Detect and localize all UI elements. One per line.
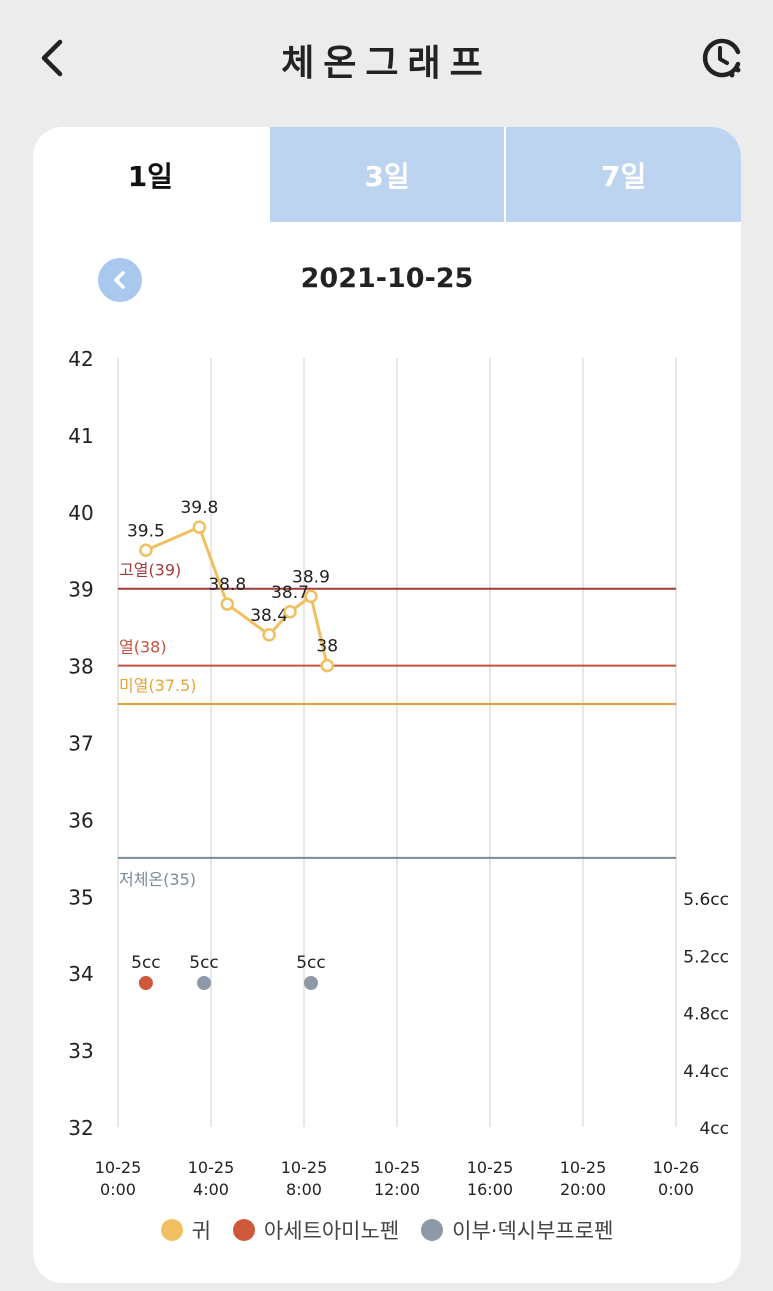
y-tick-label: 33 bbox=[68, 1039, 93, 1063]
x-tick-label: 10-25 bbox=[467, 1158, 514, 1177]
current-date: 2021-10-25 bbox=[300, 263, 474, 294]
x-tick-label: 10-25 bbox=[560, 1158, 607, 1177]
x-tick-label: 4:00 bbox=[193, 1180, 229, 1199]
y-tick-label: 42 bbox=[68, 347, 93, 371]
y-tick-label: 40 bbox=[68, 501, 93, 525]
threshold-mild-fever-label: 미열(37.5) bbox=[119, 676, 197, 695]
tab-7-days[interactable]: 7일 bbox=[504, 127, 741, 222]
period-tabs: 1일 3일 7일 bbox=[33, 127, 741, 222]
threshold-fever-label: 열(38) bbox=[119, 638, 167, 657]
x-tick-label: 10-25 bbox=[95, 1158, 142, 1177]
y-tick-label: 34 bbox=[68, 962, 93, 986]
x-tick-label: 16:00 bbox=[467, 1180, 513, 1199]
ear-temp-data-label: 39.5 bbox=[127, 521, 165, 541]
ear-temp-point bbox=[139, 543, 153, 557]
chart-legend: 귀 아세트아미노펜 이부·덱시부프로펜 bbox=[33, 1215, 741, 1245]
ear-temp-point bbox=[220, 597, 235, 611]
y-tick-label: 41 bbox=[68, 424, 93, 448]
ear-temp-data-label: 38.4 bbox=[250, 606, 288, 626]
y-tick-label: 36 bbox=[68, 808, 93, 832]
medication-dose-label: 5cc bbox=[296, 953, 326, 973]
ear-temp-data-label: 38 bbox=[316, 637, 338, 657]
clock-history-icon bbox=[702, 38, 741, 78]
legend-label: 귀 bbox=[191, 1219, 211, 1243]
y-tick-label: 38 bbox=[68, 655, 93, 679]
tab-3-days[interactable]: 3일 bbox=[267, 127, 505, 222]
chevron-left-icon bbox=[114, 271, 125, 289]
chevron-left-icon bbox=[41, 39, 63, 77]
x-tick-label: 10-25 bbox=[188, 1158, 235, 1177]
ear-temp-point bbox=[192, 520, 207, 534]
legend-item-ear: 귀 bbox=[160, 1215, 211, 1245]
legend-dot-acetaminophen bbox=[232, 1219, 255, 1241]
threshold-high-fever-label: 고열(39) bbox=[119, 561, 181, 580]
history-button[interactable] bbox=[698, 34, 746, 82]
legend-dot-ibuprofen bbox=[421, 1219, 444, 1241]
temperature-chart: 32 33 34 35 36 37 38 39 40 41 42 4cc 4.4cc 4.8cc 5.2cc… bbox=[68, 347, 729, 1199]
y-right-tick-label: 5.2cc bbox=[683, 947, 729, 967]
ear-temp-data-label: 38.8 bbox=[208, 575, 246, 595]
medication-dose-point bbox=[303, 976, 318, 990]
x-tick-label: 0:00 bbox=[658, 1180, 694, 1199]
y-tick-label: 39 bbox=[68, 578, 93, 602]
chart-card: 1일 3일 7일 2021-10-25 32 33 34 35 36 37 38 39 40 41… bbox=[33, 127, 741, 1283]
ear-temp-data-label: 38.9 bbox=[292, 567, 330, 587]
x-tick-label: 10-26 bbox=[653, 1158, 700, 1177]
y-tick-label: 32 bbox=[68, 1116, 93, 1140]
y-tick-label: 37 bbox=[68, 732, 93, 756]
app-header: 체온그래프 bbox=[0, 0, 773, 115]
back-button[interactable] bbox=[30, 30, 80, 86]
ear-temp-point bbox=[304, 589, 318, 604]
x-tick-label: 0:00 bbox=[100, 1180, 136, 1199]
medication-dose-label: 5cc bbox=[189, 953, 219, 973]
y-right-tick-label: 4cc bbox=[699, 1119, 729, 1139]
x-tick-label: 10-25 bbox=[281, 1158, 328, 1177]
threshold-hypothermia-label: 저체온(35) bbox=[119, 870, 196, 889]
y-right-tick-label: 4.4cc bbox=[683, 1062, 729, 1082]
ear-temp-point bbox=[262, 628, 276, 642]
x-tick-label: 20:00 bbox=[560, 1180, 606, 1199]
tab-1-day[interactable]: 1일 bbox=[33, 127, 268, 222]
legend-item-ibuprofen: 이부·덱시부프로펜 bbox=[421, 1215, 613, 1245]
x-tick-label: 8:00 bbox=[286, 1180, 322, 1199]
page-title: 체온그래프 bbox=[281, 43, 492, 84]
x-tick-label: 12:00 bbox=[374, 1180, 420, 1199]
medication-dose-point bbox=[197, 976, 212, 990]
ear-temp-point bbox=[283, 605, 297, 619]
y-right-tick-label: 4.8cc bbox=[683, 1005, 729, 1025]
legend-dot-ear bbox=[160, 1219, 183, 1241]
medication-dose-point bbox=[138, 976, 153, 990]
y-right-tick-label: 5.6cc bbox=[683, 890, 729, 910]
ear-temp-data-label: 38.7 bbox=[271, 583, 309, 603]
legend-label: 이부·덱시부프로펜 bbox=[452, 1219, 614, 1243]
prev-date-button[interactable] bbox=[98, 258, 142, 302]
x-tick-label: 10-25 bbox=[374, 1158, 421, 1177]
medication-dose-label: 5cc bbox=[131, 953, 161, 973]
legend-label: 아세트아미노펜 bbox=[263, 1219, 400, 1243]
ear-temp-data-label: 39.8 bbox=[180, 498, 218, 518]
legend-item-acetaminophen: 아세트아미노펜 bbox=[232, 1215, 400, 1245]
y-tick-label: 35 bbox=[68, 885, 93, 909]
ear-temp-point bbox=[320, 658, 334, 673]
